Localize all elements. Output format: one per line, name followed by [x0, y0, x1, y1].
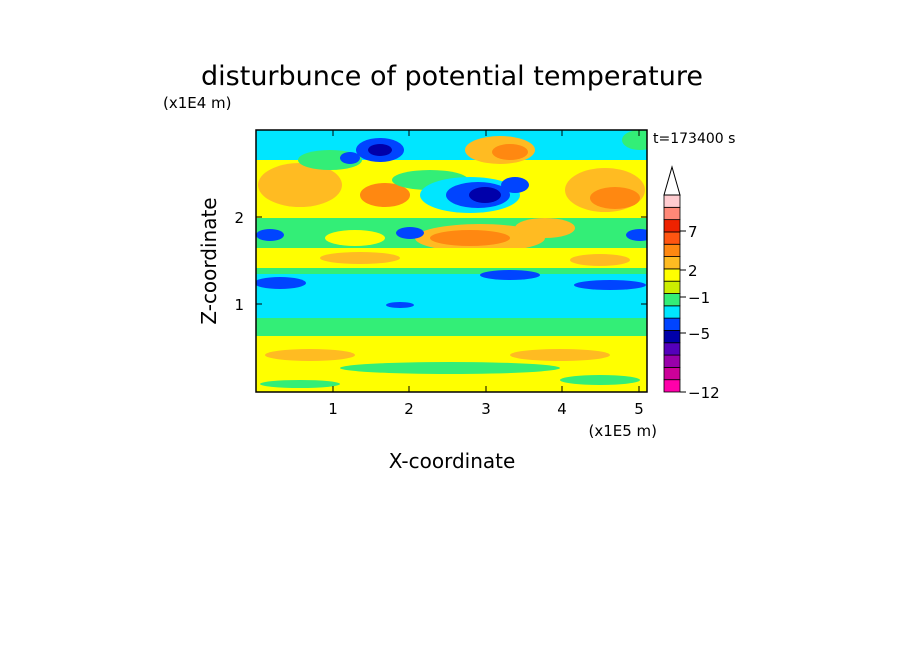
colorbar-level	[663, 342, 681, 356]
colorbar-label: −12	[688, 384, 720, 402]
chart-title: disturbunce of potential temperature	[201, 61, 703, 92]
time-label: t=173400 s	[653, 131, 735, 147]
colorbar-level	[663, 305, 681, 319]
colorbar-level	[663, 243, 681, 257]
colorbar-level	[663, 206, 681, 221]
colorbar-label: 2	[688, 262, 698, 280]
colorbar-extend-arrow	[663, 165, 681, 196]
y-axis-label: Z-coordinate	[197, 197, 221, 324]
plot-frame	[255, 129, 648, 393]
x-tick-label: 2	[404, 400, 414, 418]
colorbar-level	[663, 194, 681, 208]
colorbar-level	[663, 354, 681, 368]
colorbar	[663, 165, 681, 393]
x-axis-label: X-coordinate	[389, 449, 516, 473]
y-axis	[256, 216, 647, 305]
x-tick-label: 1	[328, 400, 338, 418]
colorbar-ticks	[680, 230, 686, 393]
colorbar-label: −1	[688, 289, 710, 307]
colorbar-level	[663, 231, 681, 245]
x-tick-label: 3	[481, 400, 491, 418]
x-scale-label: (x1E5 m)	[588, 422, 657, 440]
y-tick-label: 1	[234, 296, 244, 314]
colorbar-level	[663, 268, 681, 282]
y-scale-label: (x1E4 m)	[163, 94, 232, 112]
colorbar-level	[663, 330, 681, 344]
colorbar-level	[663, 366, 681, 381]
colorbar-level	[663, 256, 681, 270]
contour-plot-area	[256, 130, 647, 392]
y-tick-label: 2	[234, 209, 244, 227]
colorbar-level	[663, 379, 681, 393]
colorbar-level	[663, 219, 681, 233]
x-tick-label: 4	[557, 400, 567, 418]
colorbar-level	[663, 280, 681, 294]
colorbar-label: 7	[688, 223, 698, 241]
x-tick-label: 5	[634, 400, 644, 418]
colorbar-level	[663, 293, 681, 307]
colorbar-label: −5	[688, 325, 710, 343]
x-axis	[332, 130, 640, 392]
colorbar-level	[663, 317, 681, 331]
